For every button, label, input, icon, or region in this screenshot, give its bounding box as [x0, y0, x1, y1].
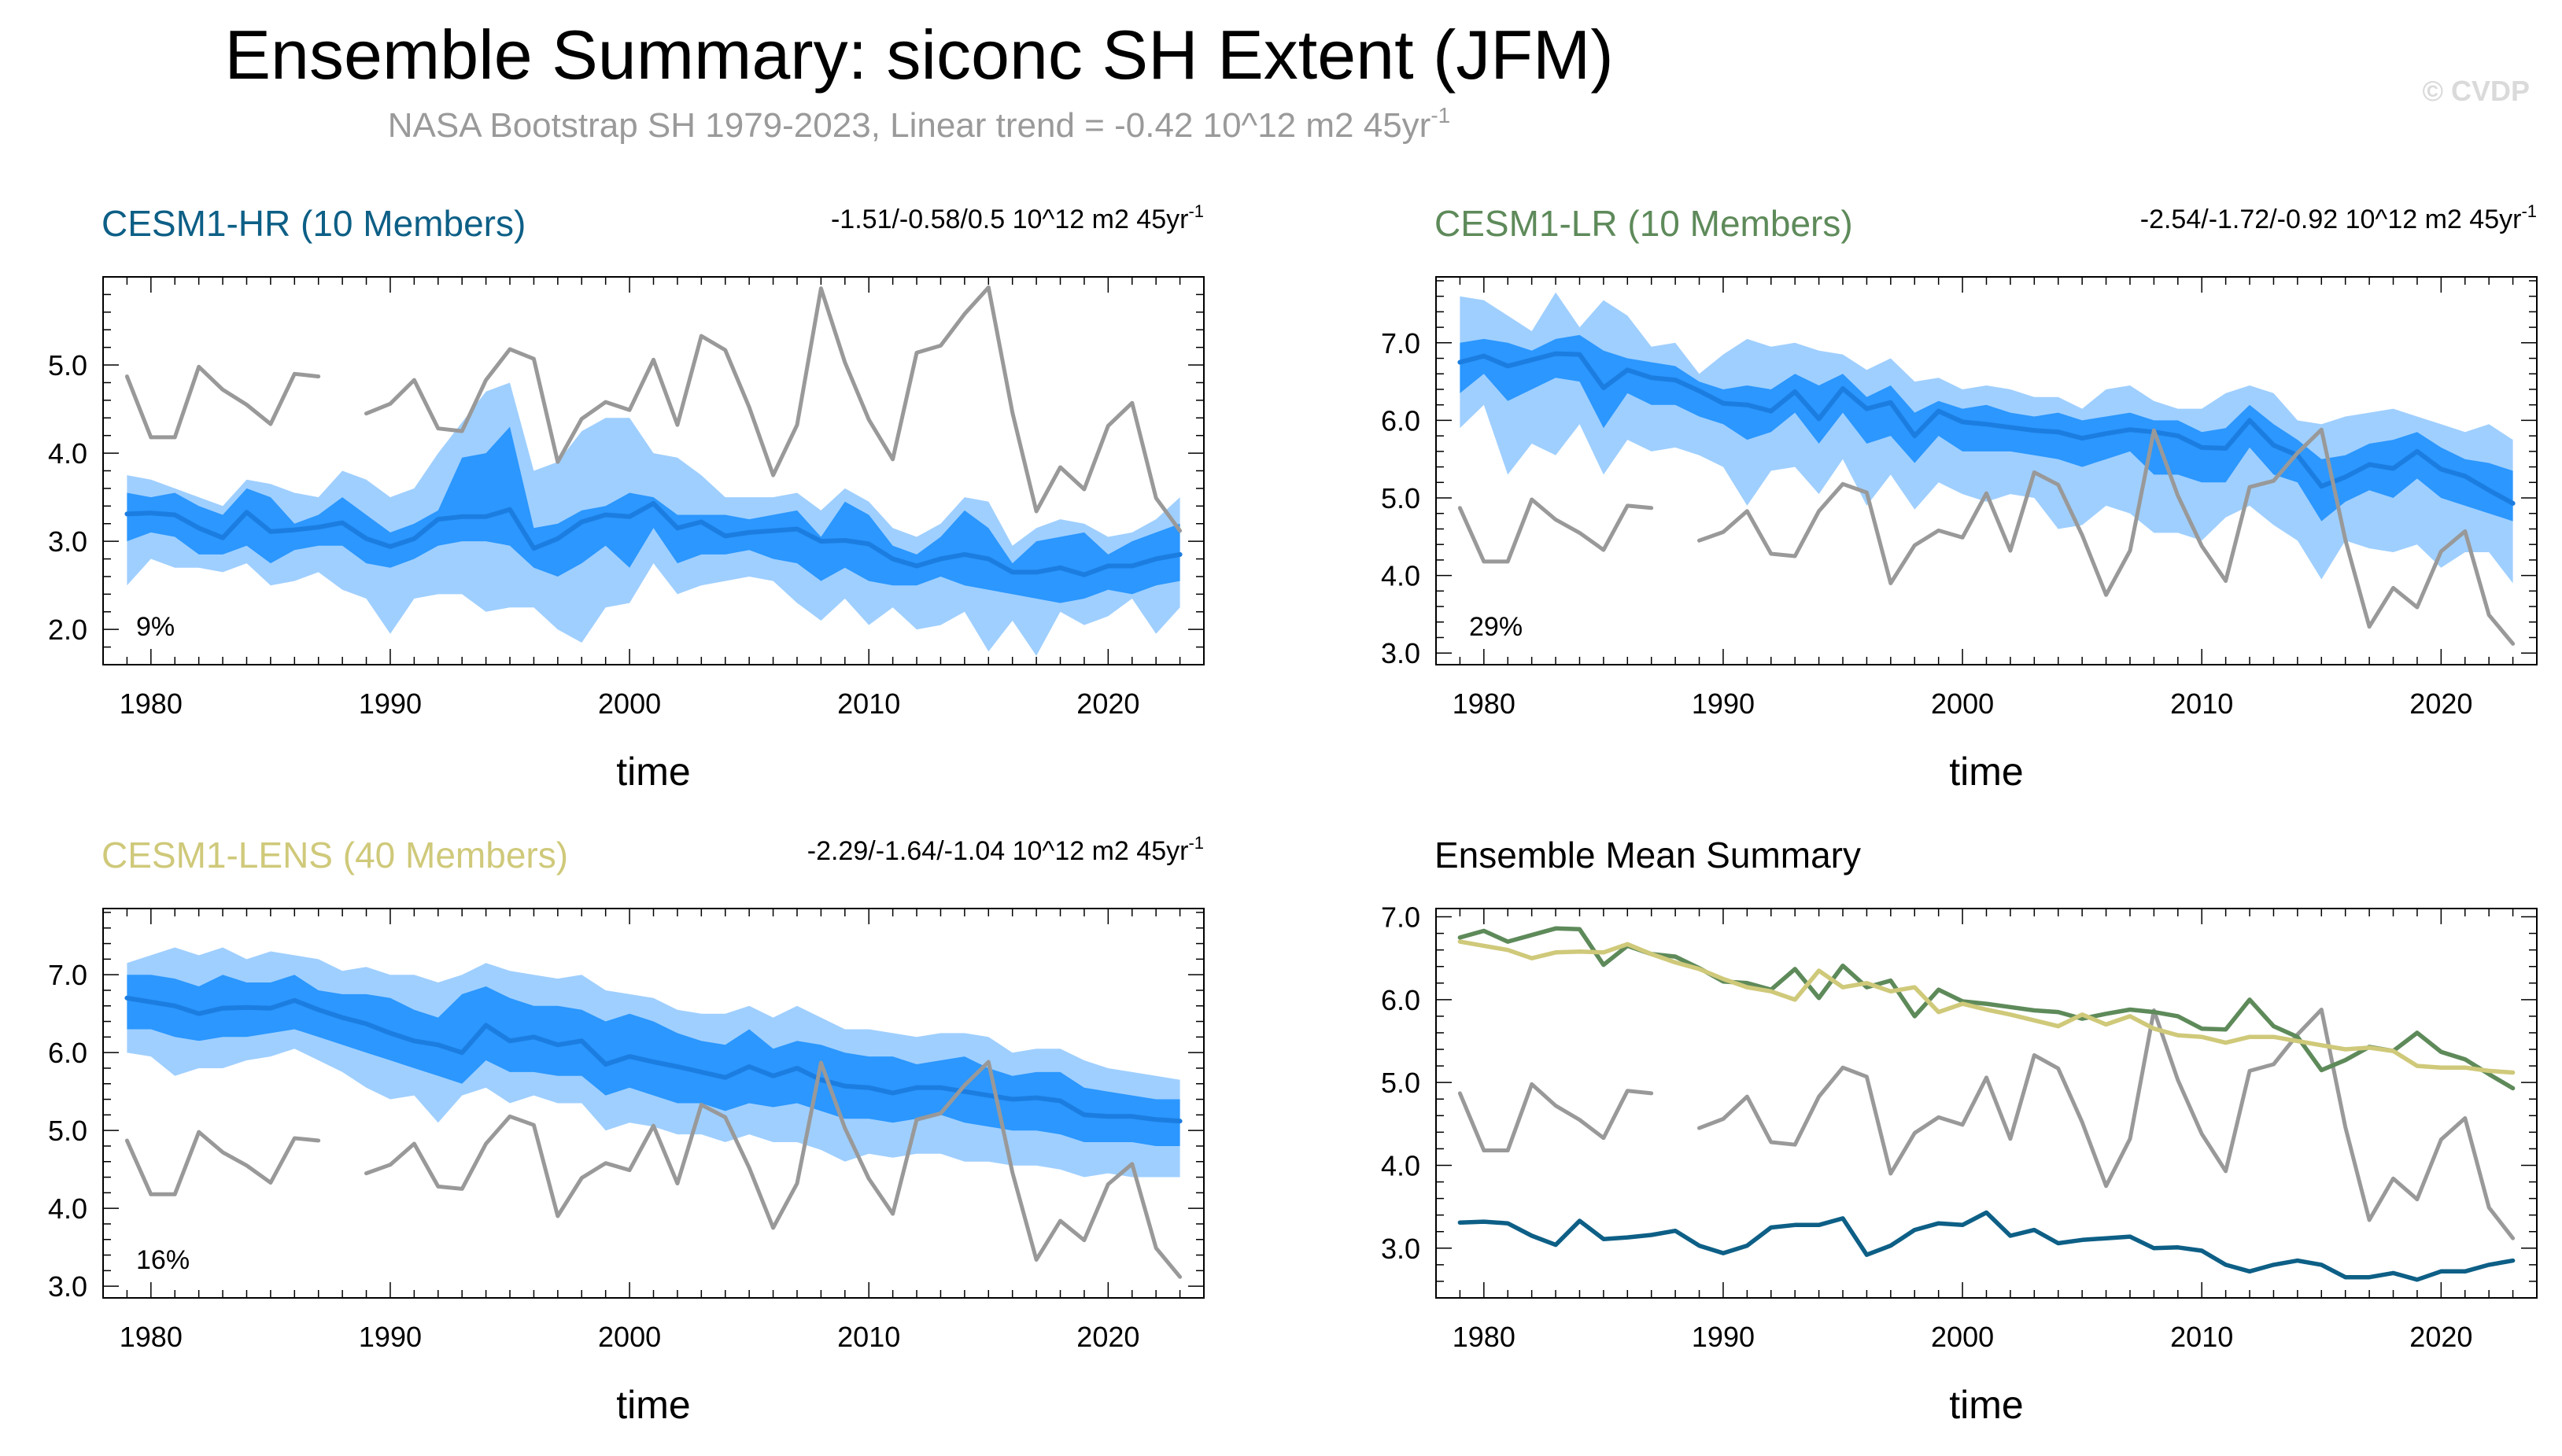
ensemble-mean-line — [124, 501, 1183, 577]
ticks-lens — [102, 909, 1205, 1298]
observation-line — [1457, 427, 2516, 646]
panel-trend-lr: -2.54/-1.72/-0.92 10^12 m2 45yr-1 — [2140, 201, 2537, 234]
y-tick-label: 4.0 — [1381, 560, 1420, 592]
x-tick-label: 1990 — [359, 687, 422, 720]
ensemble-inner-band — [1460, 334, 2513, 522]
x-tick-label: 2010 — [837, 1321, 900, 1353]
x-tick-label: 2020 — [1076, 1321, 1139, 1353]
ticks-summary — [1435, 909, 2538, 1299]
panel-trend-hr: -1.51/-0.58/0.5 10^12 m2 45yr-1 — [831, 201, 1204, 234]
observation-line — [124, 1060, 1183, 1279]
y-tick-label: 4.0 — [1381, 1149, 1420, 1181]
y-tick-label: 5.0 — [48, 1115, 87, 1147]
trend-value: -1.51/-0.58/0.5 10^12 m2 45yr — [831, 205, 1188, 234]
y-tick-label: 7.0 — [48, 959, 87, 991]
y-tick-label: 6.0 — [1381, 404, 1420, 437]
credit-watermark: © CVDP — [2422, 75, 2530, 107]
y-tick-label: 7.0 — [1381, 901, 1420, 934]
x-tick-label: 2000 — [598, 1321, 661, 1353]
x-axis-label: time — [1949, 1383, 2023, 1427]
panel-trend-lens: -2.29/-1.64/-1.04 10^12 m2 45yr-1 — [807, 833, 1204, 866]
observation-line — [124, 285, 1183, 533]
panel-lr: CESM1-LR (10 Members) -2.54/-1.72/-0.92 1… — [1381, 201, 2538, 794]
x-axis-label: time — [1949, 750, 2023, 794]
panel-title-lens: CESM1-LENS (40 Members) — [102, 835, 568, 875]
y-tick-label: 5.0 — [1381, 1067, 1420, 1099]
x-tick-label: 2000 — [598, 687, 661, 720]
x-tick-label: 1980 — [120, 687, 183, 720]
y-tick-label: 3.0 — [1381, 1233, 1420, 1265]
ensemble-inner-band — [127, 426, 1180, 603]
x-tick-label: 1980 — [1453, 687, 1515, 720]
y-tick-label: 3.0 — [48, 525, 87, 558]
x-tick-label: 1990 — [1692, 687, 1755, 720]
y-tick-label: 6.0 — [1381, 984, 1420, 1016]
ticks-lr — [1435, 277, 2538, 665]
y-tick-label: 4.0 — [48, 1192, 87, 1225]
trend-exponent: -1 — [1188, 833, 1204, 853]
x-tick-label: 2010 — [2170, 687, 2233, 720]
y-tick-label: 7.0 — [1381, 327, 1420, 359]
figure-subtitle-text: NASA Bootstrap SH 1979-2023, Linear tren… — [388, 106, 1431, 145]
trend-value: -2.54/-1.72/-0.92 10^12 m2 45yr — [2140, 205, 2522, 234]
plot-area-lr — [1457, 292, 2516, 646]
x-axis-label: time — [616, 1383, 690, 1427]
y-tick-label: 4.0 — [48, 437, 87, 470]
panel-lens: CESM1-LENS (40 Members) -2.29/-1.64/-1.04… — [48, 833, 1205, 1427]
plot-area-summary — [1457, 926, 2516, 1282]
x-tick-label: 2000 — [1931, 1321, 1994, 1353]
ensemble-mean-line — [124, 995, 1183, 1124]
x-tick-label: 2020 — [1076, 687, 1139, 720]
percent-annotation: 29% — [1469, 612, 1523, 642]
x-tick-label: 1990 — [1692, 1321, 1755, 1353]
panel-summary: Ensemble Mean Summary 1980 1990 2000 2010 202… — [1381, 835, 2538, 1427]
panels-group: CESM1-HR (10 Members) -1.51/-0.58/0.5 10^… — [48, 201, 2538, 1427]
trend-exponent: -1 — [2521, 201, 2537, 221]
figure-subtitle: NASA Bootstrap SH 1979-2023, Linear tren… — [388, 103, 1450, 145]
ticks-hr — [102, 276, 1205, 665]
mean-line-lens — [1457, 939, 2516, 1075]
observation-line — [1457, 1008, 2516, 1240]
panel-hr: CESM1-HR (10 Members) -1.51/-0.58/0.5 10^… — [48, 201, 1205, 794]
y-tick-label: 5.0 — [48, 349, 87, 382]
mean-line-hr — [1457, 1210, 2516, 1282]
figure-title: Ensemble Summary: siconc SH Extent (JFM) — [224, 16, 1613, 94]
x-tick-label: 2020 — [2409, 1321, 2472, 1353]
x-tick-label: 2020 — [2409, 687, 2472, 720]
ensemble-mean-line — [1457, 351, 2516, 506]
y-tick-label: 3.0 — [48, 1270, 87, 1303]
plot-area-lens — [124, 947, 1183, 1279]
y-tick-label: 6.0 — [48, 1037, 87, 1069]
panel-title-lr: CESM1-LR (10 Members) — [1434, 203, 1853, 244]
trend-exponent: -1 — [1188, 201, 1204, 221]
x-tick-label: 2010 — [837, 687, 900, 720]
percent-annotation: 9% — [136, 612, 175, 642]
y-tick-label: 3.0 — [1381, 637, 1420, 669]
x-axis-label: time — [616, 750, 690, 794]
x-tick-label: 1990 — [359, 1321, 422, 1353]
percent-annotation: 16% — [136, 1245, 190, 1275]
figure-subtitle-sup: -1 — [1431, 103, 1450, 127]
panel-title-hr: CESM1-HR (10 Members) — [102, 203, 526, 244]
y-tick-label: 5.0 — [1381, 482, 1420, 514]
x-tick-label: 2000 — [1931, 687, 1994, 720]
plot-area-hr — [124, 285, 1183, 656]
trend-value: -2.29/-1.64/-1.04 10^12 m2 45yr — [807, 836, 1189, 866]
x-tick-label: 1980 — [1453, 1321, 1515, 1353]
y-tick-label: 2.0 — [48, 614, 87, 646]
x-tick-label: 2010 — [2170, 1321, 2233, 1353]
panel-title-summary: Ensemble Mean Summary — [1434, 835, 1861, 875]
x-tick-label: 1980 — [120, 1321, 183, 1353]
